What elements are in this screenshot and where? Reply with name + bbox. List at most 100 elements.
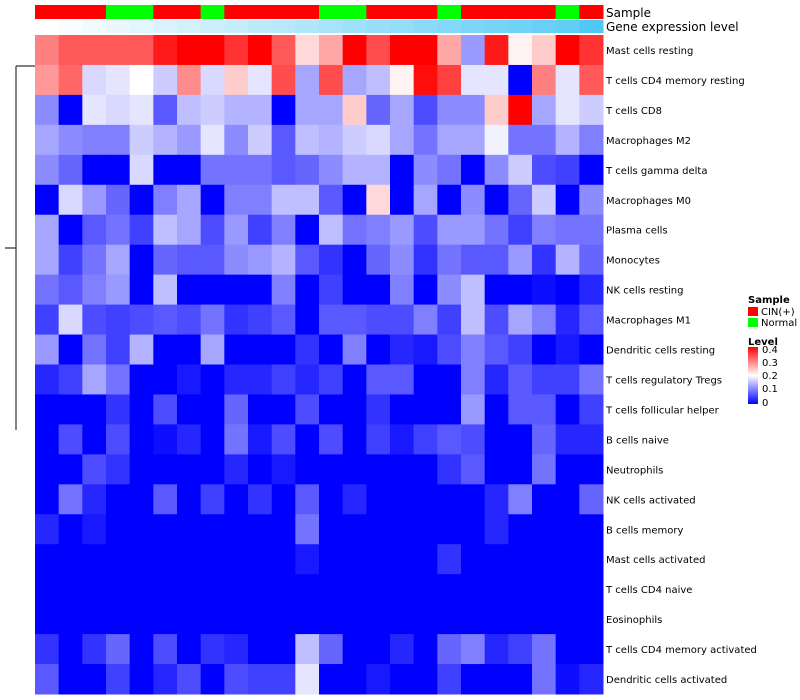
heatmap-cell <box>342 154 367 186</box>
heatmap-cell <box>555 124 580 156</box>
heatmap-cell <box>579 64 604 96</box>
heatmap-cell <box>35 634 60 665</box>
heatmap-cell <box>295 394 320 425</box>
heatmap-cell <box>106 124 131 156</box>
heatmap-cell <box>319 454 344 485</box>
sample-annotation-cell <box>508 5 533 19</box>
sample-annotation-cell <box>319 5 344 19</box>
heatmap-cell <box>35 184 60 216</box>
heatmap-cell <box>437 454 462 485</box>
heatmap-cell <box>82 604 107 635</box>
heatmap-cell <box>295 124 320 156</box>
heatmap-cell <box>555 304 580 336</box>
heatmap-cell <box>177 364 202 395</box>
heatmap-cell <box>82 574 107 605</box>
heatmap-cell <box>413 604 438 635</box>
heatmap-cell <box>200 484 225 515</box>
heatmap-cell <box>295 634 320 665</box>
heatmap-cell <box>579 124 604 156</box>
heatmap-cell <box>177 154 202 186</box>
legend-tick: 0.4 <box>762 345 778 356</box>
heatmap-cell <box>390 664 415 695</box>
heatmap-cell <box>153 35 178 66</box>
heatmap-cell <box>319 214 344 246</box>
heatmap-cell <box>224 154 249 186</box>
heatmap-cell <box>129 64 154 96</box>
heatmap-cell <box>224 35 249 66</box>
heatmap-cell <box>153 124 178 156</box>
heatmap-cell <box>555 424 580 455</box>
heatmap-cell <box>413 574 438 605</box>
heatmap-cell <box>248 94 273 126</box>
row-label: T cells gamma delta <box>605 166 707 177</box>
heatmap-cell <box>366 124 391 156</box>
heatmap-cell <box>413 364 438 395</box>
heatmap-cell <box>106 184 131 216</box>
heatmap-cell <box>200 364 225 395</box>
heatmap-cell <box>437 484 462 515</box>
gene-expression-annotation-cell <box>248 20 273 33</box>
heatmap-cell <box>35 154 60 186</box>
heatmap-cell <box>106 64 131 96</box>
heatmap-cell <box>129 334 154 365</box>
heatmap-cell <box>82 184 107 216</box>
sample-annotation-cell <box>437 5 462 19</box>
heatmap-cell <box>437 424 462 455</box>
row-label: NK cells activated <box>606 495 696 506</box>
heatmap-cell <box>106 244 131 276</box>
heatmap-cell <box>508 544 533 575</box>
heatmap-cell <box>366 214 391 246</box>
heatmap-cell <box>366 154 391 186</box>
heatmap-cell <box>484 634 509 665</box>
legend: Sample CIN(+) Normal Level 0.4 0.3 0.2 0… <box>748 295 797 409</box>
heatmap-cell <box>461 64 486 96</box>
heatmap-cell <box>319 544 344 575</box>
heatmap-cell <box>555 604 580 635</box>
heatmap-cell <box>153 454 178 485</box>
gene-expression-annotation-cell <box>484 20 509 33</box>
heatmap-cell <box>224 574 249 605</box>
heatmap-cell <box>319 304 344 336</box>
heatmap-cell <box>129 634 154 665</box>
heatmap-cell <box>484 514 509 545</box>
heatmap-cell <box>295 214 320 246</box>
heatmap-cell <box>390 634 415 665</box>
heatmap-cell <box>295 304 320 336</box>
heatmap-cell <box>224 124 249 156</box>
heatmap-cell <box>295 35 320 66</box>
heatmap-cell <box>248 544 273 575</box>
heatmap-cell <box>579 454 604 485</box>
heatmap-cell <box>200 214 225 246</box>
gene-expression-annotation-cell <box>224 20 249 33</box>
heatmap-cell <box>342 544 367 575</box>
heatmap-cell <box>319 334 344 365</box>
gene-expression-annotation-cell <box>129 20 154 33</box>
heatmap-cell <box>295 364 320 395</box>
heatmap-cell <box>200 664 225 695</box>
heatmap-cell <box>484 604 509 635</box>
heatmap-cell <box>437 124 462 156</box>
heatmap-cell <box>200 514 225 545</box>
heatmap-cell <box>177 394 202 425</box>
heatmap-cell <box>295 604 320 635</box>
heatmap-cell <box>35 604 60 635</box>
heatmap-cell <box>224 544 249 575</box>
legend-tick: 0.1 <box>762 384 778 395</box>
heatmap-cell <box>177 334 202 365</box>
heatmap-cell <box>58 514 83 545</box>
heatmap-cell <box>177 484 202 515</box>
heatmap-cell <box>295 664 320 695</box>
heatmap-cell <box>82 64 107 96</box>
heatmap-cell <box>484 124 509 156</box>
heatmap-cell <box>82 364 107 395</box>
heatmap-cell <box>342 664 367 695</box>
heatmap-cell <box>224 394 249 425</box>
heatmap-cell <box>413 514 438 545</box>
heatmap-cell <box>106 544 131 575</box>
heatmap-cell <box>508 664 533 695</box>
heatmap-cell <box>153 274 178 306</box>
heatmap-cell <box>461 304 486 336</box>
heatmap-cell <box>342 94 367 126</box>
heatmap-cell <box>437 514 462 545</box>
